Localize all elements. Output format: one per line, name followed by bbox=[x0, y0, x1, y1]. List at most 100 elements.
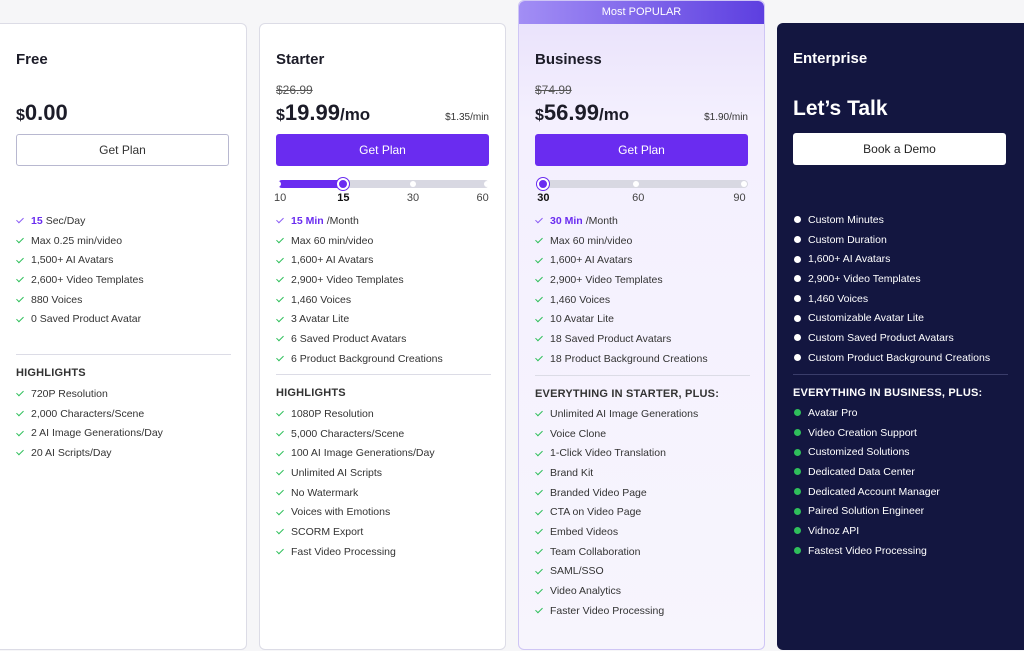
slider-stop[interactable] bbox=[483, 181, 490, 187]
slider-track[interactable] bbox=[278, 180, 489, 188]
get-plan-button[interactable]: Get Plan bbox=[276, 134, 489, 166]
highlight-item: Dedicated Data Center bbox=[793, 462, 1014, 482]
plan-name: Enterprise bbox=[793, 50, 868, 67]
highlights-title: HIGHLIGHTS bbox=[276, 387, 346, 399]
highlights-list: Unlimited AI Image Generations Voice Clo… bbox=[535, 404, 754, 621]
minutes-slider[interactable]: 30 60 90 bbox=[537, 176, 748, 204]
get-plan-button[interactable]: Get Plan bbox=[535, 134, 748, 166]
check-icon bbox=[276, 236, 285, 245]
price-currency: $ bbox=[535, 107, 544, 124]
feature-item: 1,460 Voices bbox=[793, 289, 1014, 309]
quota-value: 30 Min bbox=[550, 214, 583, 227]
get-plan-button[interactable]: Get Plan bbox=[16, 134, 229, 166]
plan-card-enterprise: Enterprise Let’s Talk Book a Demo Custom… bbox=[777, 23, 1024, 650]
quota-item: 15 Sec/Day bbox=[16, 211, 236, 231]
price-per-minute: $1.90/min bbox=[704, 112, 748, 123]
divider bbox=[16, 354, 231, 355]
enterprise-headline: Let’s Talk bbox=[793, 97, 888, 120]
check-icon bbox=[276, 488, 285, 497]
highlight-item: CTA on Video Page bbox=[535, 502, 754, 522]
plan-card-free: Free $0.00 Get Plan 15 Sec/Day Max 0.25 m… bbox=[0, 23, 247, 650]
feature-item: Customizable Avatar Lite bbox=[793, 308, 1014, 328]
feature-item: 1,600+ AI Avatars bbox=[793, 249, 1014, 269]
highlight-item: SCORM Export bbox=[276, 522, 495, 542]
highlights-title: EVERYTHING IN STARTER, PLUS: bbox=[535, 388, 720, 400]
feature-item: Custom Saved Product Avatars bbox=[793, 328, 1014, 348]
highlight-item: Fast Video Processing bbox=[276, 542, 495, 562]
check-icon bbox=[535, 429, 544, 438]
minutes-slider[interactable]: 10 15 30 60 bbox=[274, 176, 490, 204]
highlight-item: Branded Video Page bbox=[535, 483, 754, 503]
feature-item: 2,900+ Video Templates bbox=[793, 269, 1014, 289]
feature-item: Max 60 min/video bbox=[535, 231, 754, 251]
feature-item: Custom Minutes bbox=[793, 210, 1014, 230]
check-icon bbox=[16, 256, 25, 265]
feature-item: 3 Avatar Lite bbox=[276, 309, 495, 329]
feature-item: 18 Saved Product Avatars bbox=[535, 329, 754, 349]
slider-handle[interactable] bbox=[337, 178, 350, 190]
plan-name: Business bbox=[535, 51, 602, 68]
slider-stop[interactable] bbox=[410, 181, 417, 187]
price-per-minute: $1.35/min bbox=[445, 112, 489, 123]
bullet-icon bbox=[794, 334, 801, 342]
check-icon bbox=[535, 275, 544, 284]
check-icon bbox=[535, 216, 544, 225]
slider-tick: 30 bbox=[406, 192, 420, 204]
quota-item: 30 Min/Month bbox=[535, 211, 754, 231]
highlight-item: Dedicated Account Manager bbox=[793, 482, 1014, 502]
slider-stop[interactable] bbox=[740, 181, 747, 187]
bullet-icon bbox=[794, 448, 801, 456]
feature-item: 2,600+ Video Templates bbox=[16, 270, 236, 290]
check-icon bbox=[535, 587, 544, 596]
quota-unit: Sec/Day bbox=[45, 214, 86, 227]
highlight-item: 1-Click Video Translation bbox=[535, 443, 754, 463]
check-icon bbox=[535, 547, 544, 556]
feature-list: 30 Min/Month Max 60 min/video 1,600+ AI … bbox=[535, 211, 754, 369]
highlight-item: 2,000 Characters/Scene bbox=[16, 404, 236, 424]
bullet-icon bbox=[794, 354, 801, 362]
plan-card-starter: Starter $26.99 $19.99/mo $1.35/min Get P… bbox=[259, 23, 506, 650]
check-icon bbox=[16, 295, 25, 304]
highlights-list: Avatar Pro Video Creation Support Custom… bbox=[793, 403, 1014, 561]
quota-unit: /Month bbox=[326, 214, 359, 227]
check-icon bbox=[276, 256, 285, 265]
slider-track[interactable] bbox=[537, 180, 748, 188]
highlight-item: No Watermark bbox=[276, 483, 495, 503]
highlight-item: Vidnoz API bbox=[793, 521, 1014, 541]
check-icon bbox=[535, 488, 544, 497]
bullet-icon bbox=[794, 527, 801, 535]
feature-item: Custom Product Background Creations bbox=[793, 348, 1014, 368]
check-icon bbox=[535, 606, 544, 615]
plan-name: Starter bbox=[276, 51, 325, 68]
highlight-item: 100 AI Image Generations/Day bbox=[276, 443, 495, 463]
highlights-title: EVERYTHING IN BUSINESS, PLUS: bbox=[793, 387, 983, 399]
check-icon bbox=[276, 315, 285, 324]
highlight-item: Embed Videos bbox=[535, 522, 754, 542]
bullet-icon bbox=[794, 236, 801, 244]
feature-item: Max 0.25 min/video bbox=[16, 231, 236, 251]
highlights-list: 1080P Resolution 5,000 Characters/Scene … bbox=[276, 404, 495, 562]
check-icon bbox=[276, 295, 285, 304]
slider-stop[interactable] bbox=[275, 181, 281, 187]
divider bbox=[793, 374, 1008, 375]
plan-name: Free bbox=[16, 51, 48, 68]
check-icon bbox=[276, 334, 285, 343]
check-icon bbox=[16, 236, 25, 245]
bullet-icon bbox=[794, 488, 801, 496]
check-icon bbox=[16, 216, 25, 225]
highlight-item: SAML/SSO bbox=[535, 562, 754, 582]
highlights-list: 720P Resolution 2,000 Characters/Scene 2… bbox=[16, 384, 236, 463]
feature-list: Custom Minutes Custom Duration 1,600+ AI… bbox=[793, 210, 1014, 368]
slider-handle[interactable] bbox=[537, 178, 550, 190]
book-demo-button[interactable]: Book a Demo bbox=[793, 133, 1006, 165]
check-icon bbox=[16, 429, 25, 438]
check-icon bbox=[535, 508, 544, 517]
slider-tick-selected: 15 bbox=[337, 192, 350, 204]
check-icon bbox=[535, 409, 544, 418]
check-icon bbox=[535, 315, 544, 324]
check-icon bbox=[535, 468, 544, 477]
plan-price: $0.00 bbox=[16, 100, 68, 126]
price-amount: 19.99 bbox=[284, 100, 340, 125]
check-icon bbox=[535, 236, 544, 245]
slider-stop[interactable] bbox=[633, 181, 640, 187]
